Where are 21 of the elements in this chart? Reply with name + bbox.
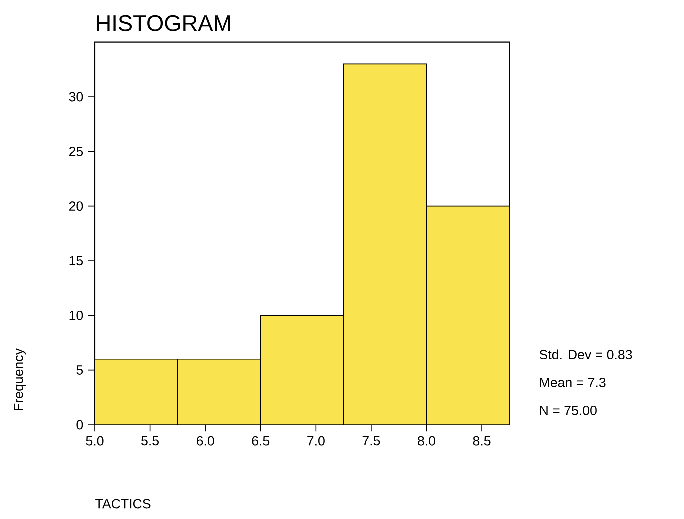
x-tick-label: 8.5	[473, 436, 491, 446]
y-tick-label: 15	[70, 256, 84, 266]
x-tick-label: 8.0	[418, 436, 436, 446]
y-tick-label: 0	[76, 420, 84, 430]
x-tick-label: 6.5	[252, 436, 270, 446]
text: N = 75.00	[540, 406, 597, 416]
x-tick-label: 5.5	[142, 436, 160, 446]
x-tick-label: 6.0	[196, 436, 214, 446]
x-tick-label: 7.0	[308, 436, 325, 446]
y-tick-label: 5	[76, 366, 84, 375]
y-tick-label: 30	[69, 92, 84, 102]
y-tick-label: 10	[70, 310, 84, 320]
y-axis-title: Frequency	[14, 348, 26, 410]
x-tick-label: 7.5	[362, 436, 380, 446]
x-tick-label: 5.0	[86, 436, 104, 446]
chart-title: HISTOGRAM	[97, 15, 230, 32]
x-axis-title: TACTICS	[96, 499, 151, 509]
text: Std. Dev = 0.83	[540, 350, 632, 360]
text: Mean = 7.3	[540, 378, 606, 388]
y-tick-label: 25	[69, 146, 84, 156]
y-tick-label: 20	[69, 202, 84, 212]
